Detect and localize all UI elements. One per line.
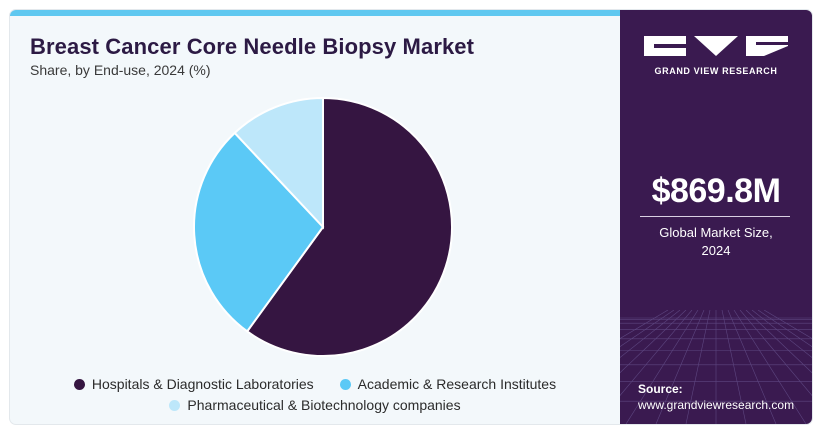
- chart-subtitle: Share, by End-use, 2024 (%): [30, 62, 211, 78]
- legend-item-hospitals: Hospitals & Diagnostic Laboratories: [73, 376, 314, 392]
- accent-bar: [10, 10, 620, 16]
- legend-row-1: Hospitals & Diagnostic Laboratories Acad…: [10, 374, 620, 394]
- source-label: Source:: [638, 382, 683, 396]
- pie-slice-academic: [193, 131, 325, 333]
- pie-slice-pharma: [233, 96, 324, 230]
- decorative-grid: [620, 310, 812, 424]
- market-size-value: $869.8M: [651, 172, 781, 210]
- legend: Hospitals & Diagnostic Laboratories Acad…: [10, 374, 620, 416]
- pie-slice-hospitals: [245, 96, 453, 357]
- grand-view-research-logo: [644, 36, 788, 56]
- market-size-label-line2: 2024: [701, 243, 731, 258]
- chart-card: Breast Cancer Core Needle Biopsy Market …: [10, 10, 812, 424]
- legend-label-academic: Academic & Research Institutes: [357, 376, 557, 392]
- sidebar-panel: GRAND VIEW RESEARCH $869.8M Global Marke…: [620, 10, 812, 424]
- legend-swatch-pharma: [169, 399, 181, 411]
- source-url[interactable]: www.grandviewresearch.com: [638, 398, 795, 412]
- stat-divider: [640, 216, 790, 217]
- market-size-label: Global Market Size, 2024: [620, 224, 812, 260]
- brand-name: GRAND VIEW RESEARCH: [654, 66, 778, 76]
- legend-label-hospitals: Hospitals & Diagnostic Laboratories: [91, 376, 314, 392]
- pie-chart: [193, 96, 453, 357]
- chart-title: Breast Cancer Core Needle Biopsy Market: [30, 34, 475, 59]
- legend-item-pharma: Pharmaceutical & Biotechnology companies: [169, 397, 461, 413]
- market-size-label-line1: Global Market Size,: [659, 225, 773, 240]
- legend-swatch-hospitals: [73, 378, 85, 390]
- legend-label-pharma: Pharmaceutical & Biotechnology companies: [187, 397, 461, 413]
- legend-item-academic: Academic & Research Institutes: [339, 376, 557, 392]
- legend-swatch-academic: [339, 378, 351, 390]
- legend-row-2: Pharmaceutical & Biotechnology companies: [10, 395, 620, 415]
